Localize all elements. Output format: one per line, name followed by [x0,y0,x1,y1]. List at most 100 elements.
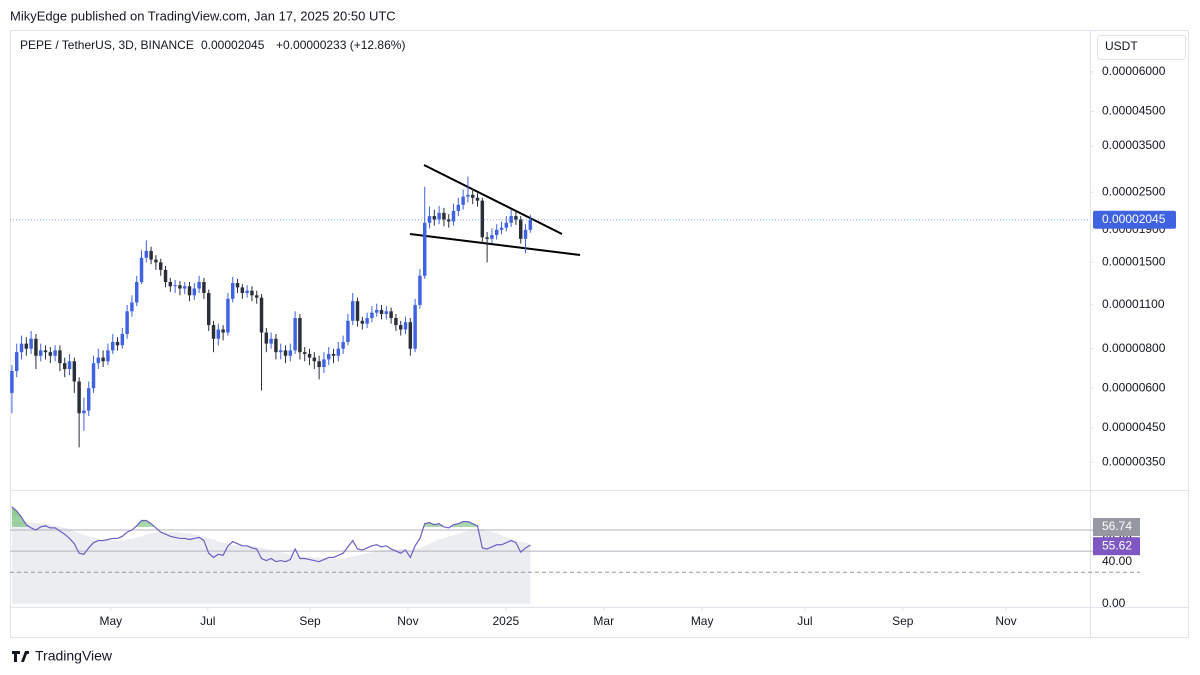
candle-body [264,332,269,344]
candle-body [456,204,461,211]
candle-body [38,350,43,356]
candle-body [418,275,422,305]
candle-body [298,318,302,353]
candle-body [389,311,393,319]
candle-body [96,357,101,364]
x-tick-label: Jul [797,614,812,628]
candle-body [518,219,523,239]
last-price-box [1093,210,1176,229]
candle-body [154,259,158,263]
y-tick-label: 0.00000450 [1102,420,1166,434]
y-tick-label: 0.00000600 [1102,380,1166,394]
candle-body [230,283,235,299]
rsi-value-box [1093,518,1140,537]
x-tick-label: Mar [593,614,614,628]
candle-body [130,302,134,312]
candle-body [14,352,19,372]
candle-body [446,219,451,222]
candle-body [514,216,518,220]
rsi-line [11,506,531,563]
candle-body [134,281,139,303]
candle-body [269,338,273,344]
candle-body [182,286,187,289]
candle-body [432,216,437,220]
publisher: MikyEdge published on TradingView.com, J… [10,8,396,23]
candle-body [427,216,432,223]
candle-body [490,235,494,239]
candle-body [350,301,355,321]
candle-body [144,250,149,258]
candle-body [322,359,326,368]
candle-body [422,222,427,276]
overbought-fill [11,506,478,527]
candle-body [125,311,129,335]
candle-body [442,212,446,220]
candle-body [317,361,321,368]
candle-body [346,320,350,342]
candle-body [384,311,389,314]
candle-body [115,341,120,346]
candle-body [451,210,456,222]
candle-body [187,286,192,296]
candle-body [178,285,182,289]
candle-body [302,352,307,354]
rsi-value-box [1093,537,1140,556]
y-tick-label: 40.00 [1102,554,1132,568]
y-tick-label: 0.00002500 [1102,184,1166,198]
x-tick-label: Sep [299,614,321,628]
candle-body [120,334,125,346]
candle-body [403,322,408,330]
candle-body [408,322,413,349]
candle-body [211,325,216,339]
y-tick-label: 0.00 [1102,596,1126,610]
candle-body [48,352,53,356]
candle-body [163,269,168,282]
candle-body [86,388,91,411]
candle-body [53,350,57,356]
candle-body [29,338,33,349]
candle-body [394,318,398,326]
candle-body [250,290,254,296]
logo-mark [12,651,29,662]
candle-body [24,343,29,349]
candle-body [149,250,153,260]
candle-body [173,285,177,287]
ma-area [11,521,531,604]
candle-body [398,325,403,330]
brand: TradingView [35,648,113,664]
candle-body [370,312,374,319]
candle-body [110,341,115,351]
candle-body [235,283,240,288]
candle-body [307,353,312,358]
candle-body [101,357,105,362]
candle-body [365,318,369,324]
candle-body [485,237,489,239]
candle-body [528,219,533,230]
currency-box[interactable] [1097,35,1186,60]
candle-body [245,290,249,293]
candle-body [466,194,470,197]
candle-body [158,262,163,270]
currency[interactable]: USDT [1105,39,1138,53]
candle-body [331,353,336,356]
y-tick-label: 0.00001100 [1102,297,1165,311]
candle-body [91,363,96,389]
y-tick-label: 0.00000350 [1102,454,1166,468]
symbol: PEPE / TetherUS, 3D, BINANCE [20,38,194,52]
candle-body [336,348,341,356]
candle-body [58,350,62,364]
candle-body [82,410,86,414]
trendline-lower [409,233,581,256]
candle-body [504,222,509,228]
candle-body [283,350,288,356]
x-tick-label: 2025 [492,614,519,628]
candle-body [206,292,211,326]
x-tick-label: Sep [892,614,914,628]
candle-body [202,281,206,293]
candle-body [360,320,365,324]
candle-body [240,287,245,293]
candle-body [341,341,345,349]
rsi-value-label: 56.74 [1102,519,1132,533]
candle-body [259,297,264,333]
